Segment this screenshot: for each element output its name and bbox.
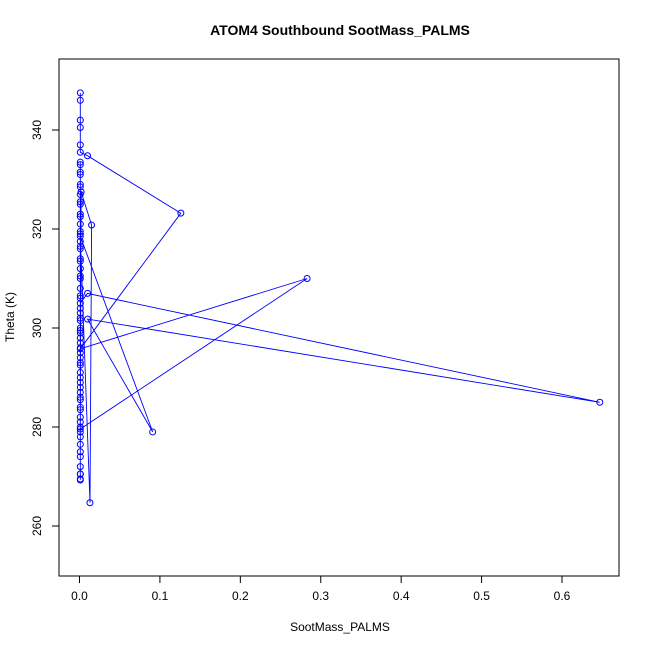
data-point: [76, 317, 84, 325]
x-tick-label: 0.0: [71, 589, 88, 603]
data-point: [76, 124, 84, 132]
data-series: [76, 89, 604, 507]
chart-title: ATOM4 Southbound SootMass_PALMS: [210, 22, 470, 38]
data-point: [76, 463, 84, 471]
x-axis: 0.0 0.1 0.2 0.3 0.4 0.5 0.6: [71, 575, 571, 603]
data-point: [76, 220, 84, 228]
data-point: [596, 398, 604, 406]
y-tick-label: 260: [30, 516, 44, 536]
x-axis-label: SootMass_PALMS: [290, 620, 390, 634]
x-tick-label: 0.1: [152, 589, 169, 603]
data-point: [76, 393, 84, 401]
data-point: [76, 232, 84, 240]
data-point: [76, 245, 84, 253]
data-point: [76, 230, 84, 238]
data-point: [76, 359, 84, 367]
data-point: [76, 200, 84, 208]
data-point: [76, 227, 84, 235]
data-point: [76, 314, 84, 322]
data-point: [76, 265, 84, 273]
data-point: [76, 388, 84, 396]
x-tick-label: 0.2: [232, 589, 249, 603]
data-point: [76, 448, 84, 456]
data-point: [76, 292, 84, 300]
data-point: [76, 339, 84, 347]
data-point: [86, 499, 94, 507]
data-point: [76, 141, 84, 149]
data-point: [84, 152, 92, 160]
data-point: [76, 213, 84, 221]
data-point: [76, 299, 84, 307]
data-point: [76, 361, 84, 369]
data-point: [76, 378, 84, 386]
data-point: [76, 433, 84, 441]
x-tick-label: 0.5: [473, 589, 490, 603]
x-tick-label: 0.3: [312, 589, 329, 603]
data-point: [76, 326, 84, 334]
data-point: [76, 344, 84, 352]
data-point: [76, 183, 84, 191]
y-tick-label: 340: [30, 120, 44, 140]
data-point: [76, 237, 84, 245]
data-point: [76, 440, 84, 448]
data-point: [76, 309, 84, 317]
data-point: [76, 210, 84, 218]
data-point: [76, 403, 84, 411]
data-point: [76, 396, 84, 404]
data-point: [177, 209, 185, 217]
data-point: [76, 180, 84, 188]
data-point: [76, 168, 84, 176]
data-point: [76, 255, 84, 263]
data-point: [76, 89, 84, 97]
data-point: [76, 383, 84, 391]
plot-frame: [58, 58, 620, 577]
data-point: [76, 406, 84, 414]
data-point: [76, 116, 84, 124]
data-point: [76, 329, 84, 337]
data-point: [76, 161, 84, 169]
data-point: [76, 423, 84, 431]
data-point: [76, 453, 84, 461]
data-point: [149, 428, 157, 436]
data-point: [76, 374, 84, 381]
data-point: [76, 425, 84, 433]
data-point: [76, 304, 84, 312]
data-point: [76, 369, 84, 377]
data-point: [76, 354, 84, 362]
data-point: [76, 257, 84, 265]
data-point: [76, 242, 84, 250]
data-point: [76, 275, 84, 282]
series-line: [79, 92, 600, 503]
data-point: [84, 315, 92, 323]
data-point: [76, 284, 84, 292]
data-point: [76, 96, 84, 104]
data-point: [76, 418, 84, 426]
data-point: [76, 294, 84, 302]
data-point: [76, 272, 84, 280]
data-point: [76, 158, 84, 166]
y-axis-label: Theta (K): [3, 292, 17, 342]
data-point: [76, 148, 84, 156]
data-point: [76, 428, 84, 436]
data-point: [303, 275, 311, 282]
data-point: [76, 171, 84, 179]
y-axis: 260 280 300 320 340: [30, 120, 60, 536]
x-tick-label: 0.6: [554, 589, 571, 603]
data-point: [76, 413, 84, 421]
data-point: [76, 470, 84, 478]
data-point: [76, 190, 84, 198]
y-tick-label: 320: [30, 219, 44, 239]
data-point: [76, 324, 84, 332]
data-point: [84, 289, 92, 297]
y-tick-label: 300: [30, 318, 44, 338]
y-tick-label: 280: [30, 417, 44, 437]
data-point: [76, 349, 84, 357]
x-tick-label: 0.4: [393, 589, 410, 603]
data-point: [76, 334, 84, 342]
data-point: [88, 221, 96, 229]
data-point: [76, 198, 84, 206]
